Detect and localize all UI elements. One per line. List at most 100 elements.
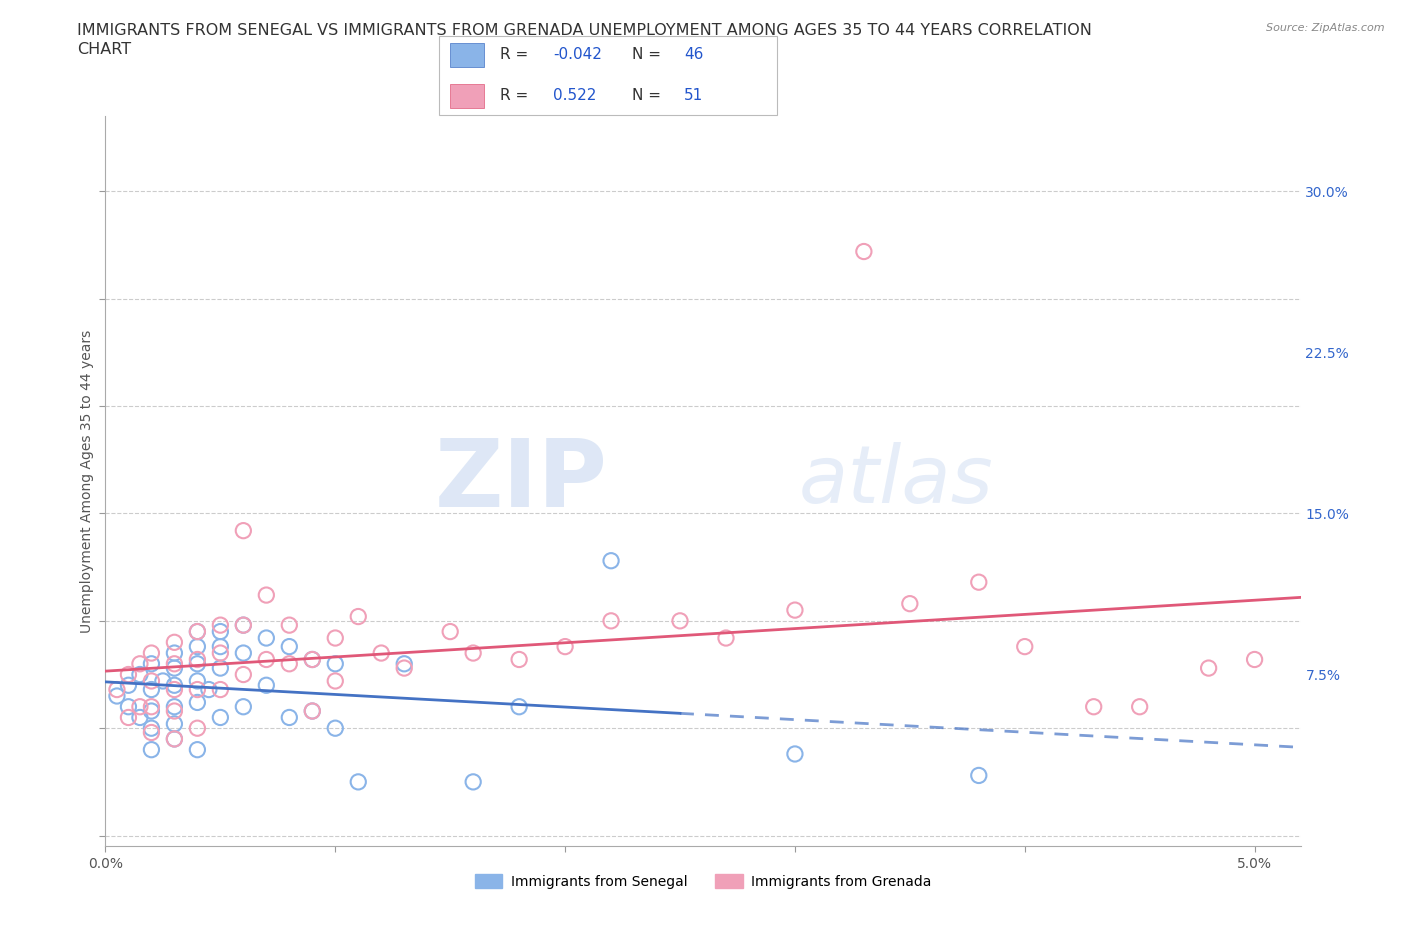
Point — [186, 639, 208, 654]
Point — [301, 652, 323, 667]
Point — [370, 645, 392, 660]
Point — [186, 695, 208, 710]
Point — [232, 524, 254, 538]
Point — [254, 678, 277, 693]
Text: 51: 51 — [683, 87, 703, 103]
Point — [163, 660, 186, 675]
Text: R =: R = — [499, 46, 533, 62]
Point — [209, 645, 232, 660]
Point — [967, 768, 990, 783]
Point — [714, 631, 737, 645]
Point — [232, 667, 254, 682]
Point — [967, 575, 990, 590]
Point — [152, 673, 174, 688]
Point — [232, 699, 254, 714]
Point — [392, 660, 416, 675]
Point — [186, 657, 208, 671]
Point — [163, 635, 186, 650]
Point — [198, 682, 221, 697]
Point — [600, 553, 623, 568]
Point — [163, 732, 186, 747]
Point — [129, 710, 152, 724]
Point — [439, 624, 461, 639]
Point — [508, 652, 530, 667]
Text: IMMIGRANTS FROM SENEGAL VS IMMIGRANTS FROM GRENADA UNEMPLOYMENT AMONG AGES 35 TO: IMMIGRANTS FROM SENEGAL VS IMMIGRANTS FR… — [77, 23, 1092, 38]
Point — [141, 704, 163, 719]
Point — [129, 667, 152, 682]
Point — [141, 657, 163, 671]
Point — [117, 678, 139, 693]
Point — [600, 614, 623, 629]
Point — [117, 699, 139, 714]
Point — [186, 624, 208, 639]
Point — [301, 652, 323, 667]
Point — [278, 657, 301, 671]
Point — [852, 244, 875, 259]
Text: N =: N = — [633, 46, 666, 62]
Point — [1014, 639, 1036, 654]
Point — [117, 667, 139, 682]
Point — [1243, 652, 1265, 667]
FancyBboxPatch shape — [450, 84, 484, 108]
Point — [301, 704, 323, 719]
Point — [254, 588, 277, 603]
FancyBboxPatch shape — [439, 36, 778, 114]
Point — [163, 678, 186, 693]
Point — [186, 721, 208, 736]
Point — [463, 775, 485, 790]
Point — [163, 657, 186, 671]
Point — [392, 657, 416, 671]
Text: 46: 46 — [683, 46, 703, 62]
Point — [209, 618, 232, 632]
Text: CHART: CHART — [77, 42, 131, 57]
Legend: Immigrants from Senegal, Immigrants from Grenada: Immigrants from Senegal, Immigrants from… — [470, 869, 936, 894]
Point — [141, 682, 163, 697]
Point — [347, 609, 370, 624]
Point — [105, 682, 128, 697]
Point — [347, 775, 370, 790]
Point — [163, 645, 186, 660]
Point — [209, 660, 232, 675]
Point — [141, 725, 163, 740]
Point — [163, 732, 186, 747]
Point — [508, 699, 530, 714]
Text: ZIP: ZIP — [434, 435, 607, 527]
Point — [186, 652, 208, 667]
Point — [209, 624, 232, 639]
Point — [1129, 699, 1152, 714]
Text: atlas: atlas — [799, 443, 994, 520]
Point — [141, 645, 163, 660]
Point — [163, 699, 186, 714]
Point — [232, 618, 254, 632]
FancyBboxPatch shape — [450, 43, 484, 67]
Point — [301, 704, 323, 719]
Text: -0.042: -0.042 — [553, 46, 602, 62]
Point — [163, 716, 186, 731]
Text: Source: ZipAtlas.com: Source: ZipAtlas.com — [1267, 23, 1385, 33]
Point — [1083, 699, 1105, 714]
Point — [141, 673, 163, 688]
Point — [209, 710, 232, 724]
Point — [141, 742, 163, 757]
Point — [129, 699, 152, 714]
Point — [209, 682, 232, 697]
Point — [254, 652, 277, 667]
Point — [163, 682, 186, 697]
Point — [323, 721, 346, 736]
Point — [232, 618, 254, 632]
Point — [278, 639, 301, 654]
Point — [186, 742, 208, 757]
Point — [278, 710, 301, 724]
Point — [209, 639, 232, 654]
Point — [323, 657, 346, 671]
Point — [278, 618, 301, 632]
Point — [105, 688, 128, 703]
Point — [254, 631, 277, 645]
Point — [141, 721, 163, 736]
Text: N =: N = — [633, 87, 666, 103]
Point — [463, 645, 485, 660]
Point — [163, 704, 186, 719]
Point — [323, 631, 346, 645]
Point — [141, 699, 163, 714]
Point — [669, 614, 692, 629]
